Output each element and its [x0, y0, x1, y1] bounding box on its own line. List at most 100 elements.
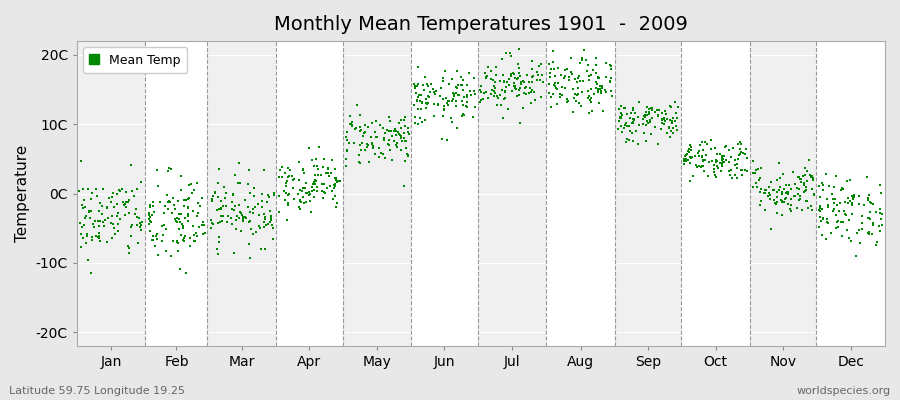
- Point: [524, 99, 538, 106]
- Point: [162, 198, 176, 204]
- Point: [264, 214, 278, 221]
- Point: [685, 173, 699, 180]
- Point: [590, 86, 605, 93]
- Point: [460, 99, 474, 105]
- Point: [806, 177, 820, 183]
- Point: [575, 57, 590, 64]
- Point: [167, 202, 182, 208]
- Point: [307, 187, 321, 194]
- Point: [546, 82, 561, 88]
- Point: [94, 211, 109, 217]
- Point: [694, 164, 708, 170]
- Point: [566, 109, 580, 115]
- Point: [176, 223, 190, 230]
- Point: [582, 73, 597, 79]
- Point: [181, 196, 195, 203]
- Point: [739, 146, 753, 152]
- Point: [875, 222, 889, 228]
- Point: [805, 206, 819, 213]
- Point: [170, 218, 184, 225]
- Point: [590, 62, 604, 68]
- Point: [770, 194, 785, 200]
- Point: [143, 214, 157, 220]
- Point: [445, 97, 459, 104]
- Point: [296, 166, 310, 172]
- Point: [266, 224, 280, 231]
- Point: [619, 139, 634, 145]
- Point: [549, 85, 563, 91]
- Point: [464, 92, 479, 98]
- Point: [484, 68, 499, 74]
- Point: [605, 93, 619, 100]
- Point: [397, 135, 411, 142]
- Point: [792, 196, 806, 202]
- Point: [698, 152, 713, 158]
- Point: [445, 119, 459, 125]
- Point: [730, 175, 744, 182]
- Point: [328, 180, 342, 187]
- Point: [670, 104, 685, 110]
- Point: [433, 93, 447, 100]
- Point: [772, 175, 787, 181]
- Point: [454, 74, 468, 80]
- Point: [121, 243, 135, 250]
- Point: [387, 128, 401, 134]
- Point: [308, 172, 322, 178]
- Point: [292, 159, 306, 166]
- Point: [92, 208, 106, 214]
- Point: [459, 103, 473, 110]
- Point: [292, 204, 306, 210]
- Point: [572, 59, 587, 66]
- Point: [158, 203, 172, 209]
- Point: [183, 242, 197, 249]
- Point: [632, 122, 646, 128]
- Point: [792, 174, 806, 180]
- Point: [620, 135, 634, 142]
- Point: [445, 76, 459, 82]
- Point: [212, 251, 226, 258]
- Point: [806, 191, 821, 198]
- Point: [320, 170, 335, 176]
- Point: [497, 79, 511, 86]
- Point: [171, 240, 185, 246]
- Point: [92, 230, 106, 237]
- Point: [625, 120, 639, 126]
- Point: [169, 238, 184, 245]
- Point: [450, 68, 464, 74]
- Point: [570, 79, 584, 85]
- Point: [242, 166, 256, 173]
- Point: [714, 168, 728, 174]
- Point: [512, 73, 526, 80]
- Point: [722, 147, 736, 154]
- Point: [699, 141, 714, 148]
- Point: [813, 203, 827, 210]
- Point: [614, 115, 628, 121]
- Point: [240, 181, 255, 188]
- Point: [384, 128, 399, 135]
- Point: [112, 188, 127, 195]
- Point: [365, 143, 380, 150]
- Point: [447, 93, 462, 99]
- Point: [576, 47, 590, 53]
- Point: [364, 134, 378, 141]
- Point: [660, 116, 674, 122]
- Point: [342, 112, 356, 119]
- Point: [663, 117, 678, 124]
- Point: [784, 208, 798, 215]
- Point: [635, 120, 650, 127]
- Point: [100, 238, 114, 245]
- Point: [715, 160, 729, 166]
- Point: [717, 159, 732, 165]
- Point: [719, 157, 733, 163]
- Point: [603, 79, 617, 85]
- Point: [75, 202, 89, 208]
- Point: [510, 76, 525, 82]
- Point: [593, 83, 608, 89]
- Point: [436, 78, 450, 84]
- Point: [500, 106, 515, 112]
- Point: [307, 194, 321, 200]
- Point: [824, 229, 838, 236]
- Point: [866, 222, 880, 228]
- Point: [318, 190, 332, 196]
- Point: [251, 201, 266, 207]
